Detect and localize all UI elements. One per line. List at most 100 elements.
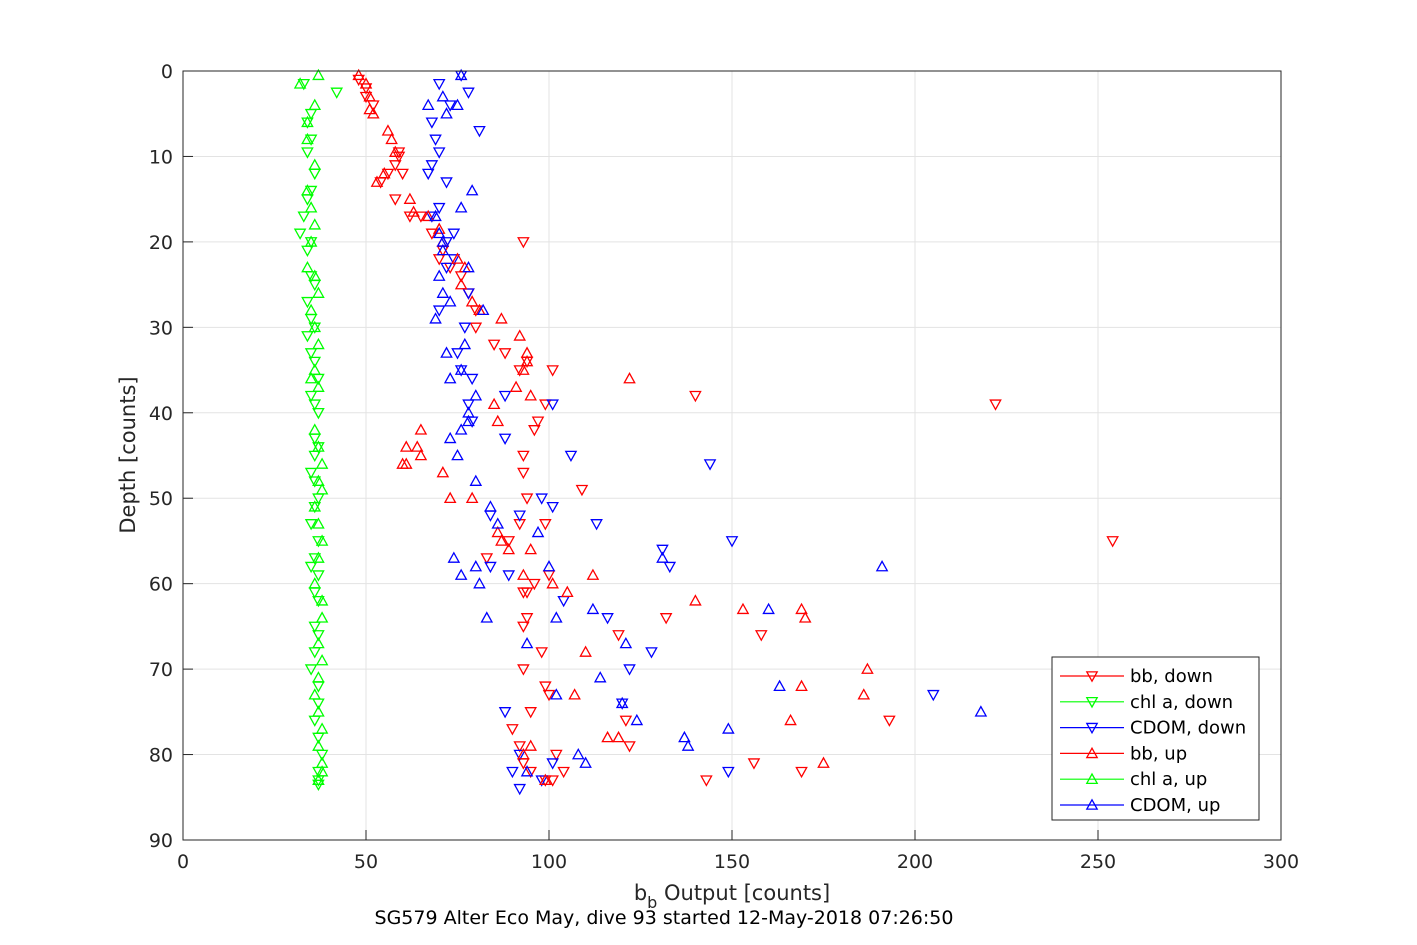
data-point — [312, 380, 325, 392]
data-point — [539, 519, 552, 531]
data-point — [465, 184, 479, 196]
data-point — [443, 491, 457, 504]
legend-marker — [1085, 696, 1099, 709]
data-point — [363, 102, 376, 115]
data-point — [524, 707, 538, 719]
y-axis-label: Depth [counts] — [116, 376, 140, 533]
data-point — [476, 303, 490, 316]
data-point — [304, 303, 318, 316]
legend-marker — [1085, 746, 1099, 759]
data-point — [315, 457, 329, 469]
data-point — [429, 134, 442, 146]
data-point — [447, 228, 461, 240]
data-point — [487, 397, 501, 410]
data-point — [399, 440, 413, 452]
data-point — [524, 389, 538, 401]
data-point — [425, 160, 439, 172]
data-point — [454, 278, 468, 290]
data-point — [381, 168, 395, 181]
data-point — [315, 722, 329, 734]
data-point — [312, 671, 325, 683]
data-point — [550, 749, 563, 762]
data-point — [520, 613, 534, 625]
data-point — [301, 296, 314, 309]
data-point — [1106, 536, 1119, 548]
data-point — [795, 679, 808, 692]
legend: bb, down chl a, down CDOM, down bb, up chl a… — [1051, 656, 1260, 821]
data-point — [586, 602, 600, 615]
data-point — [491, 525, 505, 538]
data-point — [491, 517, 505, 529]
y-tick-label: 90 — [149, 830, 173, 852]
series-4 — [293, 68, 329, 785]
y-tick-label: 50 — [149, 488, 173, 510]
data-point — [312, 474, 325, 486]
data-point — [681, 739, 695, 751]
y-tick-label: 30 — [149, 317, 173, 339]
data-point — [312, 551, 325, 563]
data-point — [436, 466, 450, 478]
data-point — [308, 553, 322, 565]
data-point — [304, 467, 318, 480]
x-tick-label: 250 — [1080, 851, 1116, 873]
data-point — [312, 773, 325, 785]
data-point — [517, 450, 530, 463]
data-point — [469, 560, 483, 572]
data-point — [312, 68, 325, 81]
data-point — [546, 758, 559, 770]
data-point — [308, 500, 322, 512]
legend-entry: chl a, up — [1130, 769, 1207, 790]
data-point — [410, 440, 424, 452]
data-point — [568, 688, 581, 700]
data-point — [590, 519, 603, 531]
data-point — [645, 647, 658, 659]
data-point — [509, 380, 523, 392]
data-point — [407, 205, 420, 217]
data-point — [436, 286, 450, 298]
data-point — [520, 493, 534, 505]
data-point — [363, 90, 376, 102]
data-point — [465, 295, 479, 307]
data-point — [736, 602, 750, 615]
data-point — [542, 560, 556, 572]
data-point — [502, 570, 516, 582]
data-point — [443, 431, 457, 444]
data-point — [308, 356, 322, 369]
data-point — [293, 77, 307, 89]
data-point — [414, 448, 428, 461]
legend-marker — [1085, 722, 1099, 735]
data-point — [689, 390, 702, 403]
data-point — [414, 423, 428, 435]
data-point — [861, 662, 874, 674]
data-point — [429, 312, 442, 324]
data-point — [421, 98, 435, 110]
data-point — [301, 115, 314, 128]
data-point — [432, 269, 446, 281]
data-point — [367, 107, 380, 119]
data-point — [623, 741, 636, 753]
data-point — [436, 243, 450, 256]
data-point — [498, 390, 512, 403]
data-point — [663, 561, 677, 574]
data-point — [462, 414, 475, 427]
data-point — [469, 474, 483, 486]
y-tick-label: 80 — [149, 745, 173, 767]
data-point — [308, 476, 322, 488]
data-point — [513, 783, 527, 796]
data-point — [308, 269, 322, 281]
data-point — [308, 577, 322, 589]
data-point — [630, 713, 644, 726]
data-point — [722, 722, 735, 734]
data-point — [524, 542, 538, 555]
data-point — [520, 636, 534, 649]
data-point — [312, 595, 325, 608]
data-point — [429, 209, 442, 222]
data-point — [454, 363, 468, 375]
data-point — [539, 399, 552, 411]
data-point — [575, 484, 589, 497]
data-point — [484, 561, 497, 574]
data-point — [304, 390, 318, 403]
y-tick-label: 20 — [149, 232, 173, 254]
data-point — [304, 235, 318, 247]
data-point — [432, 305, 446, 317]
